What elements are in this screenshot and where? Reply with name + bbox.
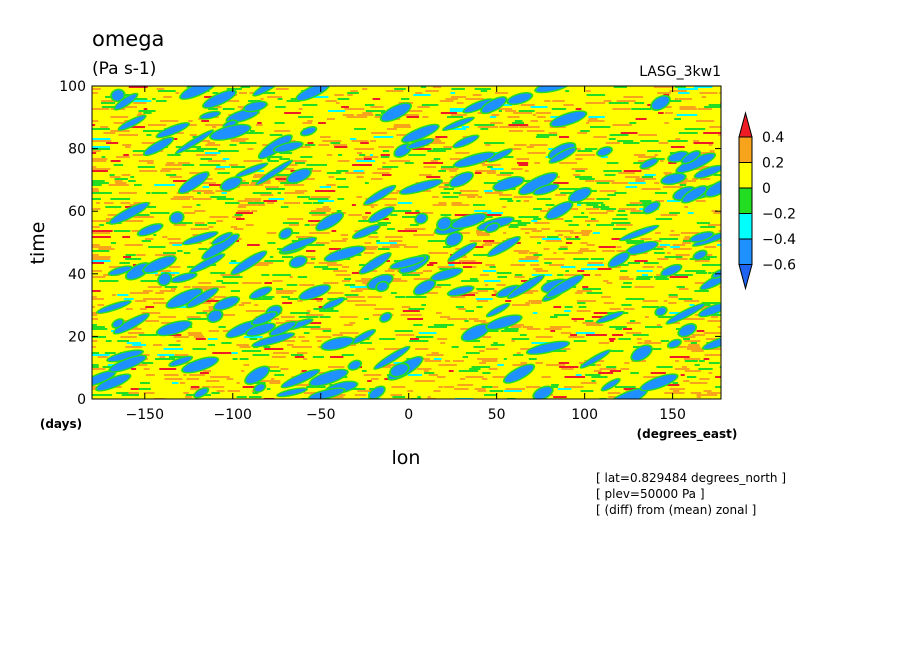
y-tick-label: 40	[68, 267, 86, 283]
colorbar-label: −0.4	[762, 232, 796, 248]
colorbar-label: 0.2	[762, 156, 784, 172]
heatmap-field	[92, 86, 721, 399]
y-tick-label: 20	[68, 329, 86, 345]
y-axis: 0 20 40 60 80 100	[59, 79, 721, 408]
note-lat: [ lat=0.829484 degrees_north ]	[596, 471, 786, 485]
x-tick-label: −150	[126, 407, 164, 423]
colorbar-top-arrow	[738, 111, 753, 138]
plot-frame	[91, 85, 722, 400]
colorbar-box	[738, 187, 753, 214]
colorbar: 0.4 0.2 0 −0.2 −0.4 −0.6	[738, 111, 796, 291]
note-diff: [ (diff) from (mean) zonal ]	[596, 503, 756, 517]
chart-units: (Pa s-1)	[92, 59, 156, 79]
x-tick-label: 100	[571, 407, 598, 423]
colorbar-label: 0	[762, 181, 771, 197]
note-plev: [ plev=50000 Pa ]	[596, 487, 705, 501]
y-tick-label: 100	[59, 79, 86, 95]
y-tick-label: 80	[68, 142, 86, 158]
colorbar-label: −0.2	[762, 207, 796, 223]
colorbar-box	[738, 213, 753, 240]
x-tick-label: 0	[404, 407, 413, 423]
colorbar-label: 0.4	[762, 130, 784, 146]
x-tick-label: −50	[306, 407, 336, 423]
x-axis: −150 −100 −50 0 50 100 150	[126, 86, 686, 423]
colorbar-box	[738, 238, 753, 265]
y-tick-label: 60	[68, 204, 86, 220]
dataset-label: LASG_3kw1	[639, 64, 721, 80]
colorbar-label: −0.6	[762, 258, 796, 274]
x-tick-label: 150	[659, 407, 686, 423]
colorbar-box	[738, 162, 753, 189]
x-tick-label: −100	[214, 407, 252, 423]
y-axis-title: time	[27, 222, 49, 265]
x-axis-title: lon	[392, 447, 421, 469]
colorbar-box	[738, 136, 753, 163]
x-tick-label: 50	[488, 407, 506, 423]
chart-title: omega	[92, 27, 164, 51]
y-axis-units: (days)	[40, 417, 82, 431]
colorbar-bottom-arrow	[738, 264, 753, 291]
y-tick-label: 0	[77, 392, 86, 408]
x-axis-units: (degrees_east)	[637, 427, 738, 442]
